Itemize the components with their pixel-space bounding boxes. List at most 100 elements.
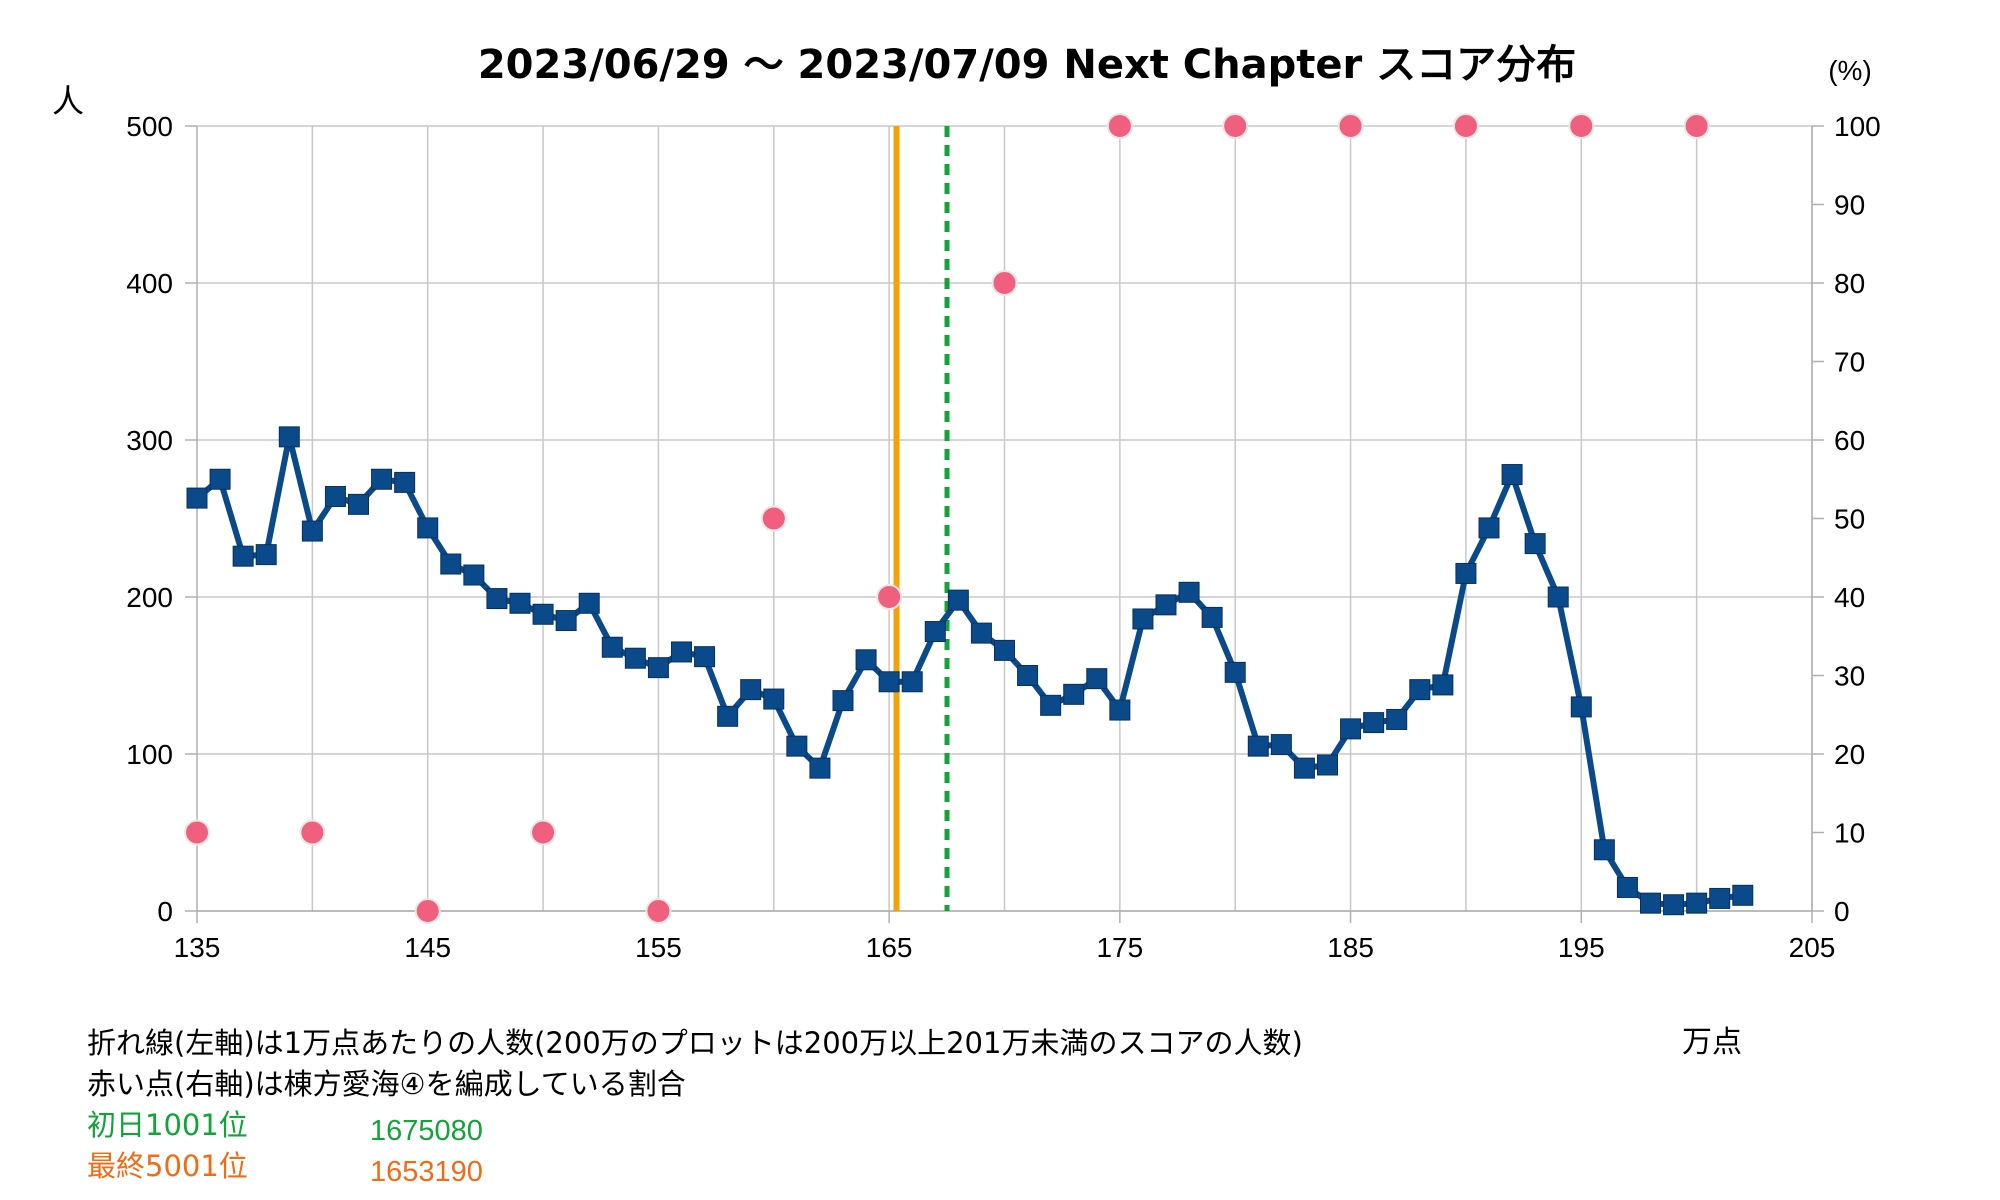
people-count-point bbox=[278, 426, 300, 448]
people-count-point bbox=[394, 471, 416, 493]
ratio-point bbox=[991, 270, 1018, 296]
ratio-series bbox=[184, 113, 1710, 924]
people-count-point bbox=[994, 639, 1015, 661]
people-count-point bbox=[947, 589, 969, 611]
people-count-point bbox=[1317, 754, 1338, 776]
ratio-point bbox=[760, 505, 787, 532]
people-count-point bbox=[1340, 718, 1362, 740]
people-count-point bbox=[970, 622, 992, 644]
people-count-point bbox=[1155, 594, 1177, 616]
people-count-point bbox=[1063, 683, 1085, 705]
right-axis-label: (%) bbox=[1828, 55, 1872, 86]
people-count-point bbox=[878, 671, 900, 693]
people-count-point bbox=[1201, 606, 1223, 628]
right-tick-label: 100 bbox=[1834, 111, 1881, 142]
people-count-point bbox=[440, 553, 462, 575]
people-count-point bbox=[1570, 696, 1592, 718]
ratio-point bbox=[645, 898, 672, 924]
final-value: 1653190 bbox=[370, 1156, 483, 1188]
people-count-point bbox=[1247, 735, 1269, 757]
x-tick-label: 165 bbox=[866, 932, 913, 963]
left-tick-label: 500 bbox=[126, 111, 173, 142]
people-count-point bbox=[694, 646, 716, 668]
people-count-point bbox=[855, 649, 877, 671]
people-count-point bbox=[832, 690, 854, 712]
people-count-point bbox=[532, 603, 554, 625]
x-tick-label: 135 bbox=[174, 932, 221, 963]
ratio-point bbox=[184, 819, 210, 846]
people-count-point bbox=[1501, 464, 1523, 486]
people-count-line bbox=[195, 433, 1744, 908]
people-count-point bbox=[1732, 884, 1754, 906]
people-count-point bbox=[1478, 517, 1500, 539]
x-tick-label: 145 bbox=[404, 932, 451, 963]
people-count-point bbox=[371, 468, 393, 490]
people-count-point bbox=[717, 705, 739, 727]
people-count-point bbox=[1547, 586, 1569, 608]
note-line2: 赤い点(右軸)は棟方愛海④を編成している割合 bbox=[87, 1067, 686, 1101]
people-count-point bbox=[1040, 694, 1062, 716]
right-tick-label: 40 bbox=[1834, 582, 1865, 613]
right-tick-label: 90 bbox=[1834, 190, 1865, 221]
people-count-series bbox=[186, 426, 1754, 916]
people-count-point bbox=[1386, 708, 1408, 730]
people-count-point bbox=[463, 564, 485, 586]
people-count-point bbox=[1363, 712, 1385, 734]
people-count-point bbox=[901, 671, 923, 693]
people-count-point bbox=[1593, 839, 1615, 861]
left-tick-label: 400 bbox=[126, 268, 173, 299]
people-count-point bbox=[509, 592, 531, 614]
people-count-point bbox=[1086, 668, 1108, 690]
left-tick-label: 100 bbox=[126, 739, 173, 770]
people-count-point bbox=[232, 545, 254, 567]
people-count-point bbox=[1270, 734, 1292, 756]
people-count-point bbox=[1663, 894, 1685, 916]
people-count-point bbox=[601, 636, 623, 658]
ratio-point bbox=[1337, 113, 1364, 139]
right-tick-label: 70 bbox=[1834, 347, 1865, 378]
x-tick-label: 185 bbox=[1327, 932, 1374, 963]
ratio-point bbox=[1452, 113, 1479, 139]
people-count-point bbox=[924, 621, 946, 643]
final-label: 最終5001位 bbox=[87, 1149, 248, 1183]
people-count-point bbox=[740, 679, 762, 701]
people-count-point bbox=[1017, 665, 1039, 686]
people-count-point bbox=[647, 657, 669, 679]
ratio-point bbox=[1222, 113, 1249, 139]
left-tick-label: 300 bbox=[126, 425, 173, 456]
ratio-point bbox=[1683, 113, 1710, 139]
people-count-point bbox=[1178, 581, 1200, 603]
people-count-point bbox=[301, 520, 323, 542]
right-tick-label: 10 bbox=[1834, 818, 1865, 849]
people-count-point bbox=[1455, 562, 1477, 584]
right-tick-label: 0 bbox=[1834, 896, 1850, 927]
ratio-point bbox=[876, 584, 903, 610]
ratio-point bbox=[530, 819, 557, 846]
grid bbox=[197, 125, 1813, 912]
people-count-point bbox=[417, 517, 439, 539]
first-day-value: 1675080 bbox=[370, 1115, 483, 1147]
people-count-point bbox=[809, 757, 831, 779]
people-count-point bbox=[1524, 533, 1546, 555]
people-count-point bbox=[1224, 661, 1246, 683]
people-count-point bbox=[486, 588, 508, 610]
note-line1: 折れ線(左軸)は1万点あたりの人数(200万のプロットは200万以上201万未満… bbox=[87, 1026, 1303, 1060]
x-tick-label: 205 bbox=[1789, 932, 1836, 963]
people-count-point bbox=[1109, 699, 1131, 721]
people-count-point bbox=[786, 735, 808, 757]
x-tick-label: 155 bbox=[635, 932, 682, 963]
people-count-point bbox=[671, 641, 692, 663]
x-axis-unit-label: 万点 bbox=[1682, 1025, 1742, 1060]
right-tick-label: 60 bbox=[1834, 425, 1865, 456]
people-count-point bbox=[1409, 679, 1431, 701]
ratio-point bbox=[299, 819, 326, 846]
people-count-point bbox=[624, 647, 646, 669]
people-count-point bbox=[1686, 892, 1708, 914]
chart-title: 2023/06/29 〜 2023/07/09 Next Chapter スコア… bbox=[478, 42, 1576, 88]
people-count-point bbox=[324, 486, 346, 508]
left-axis-label: 人 bbox=[52, 82, 84, 120]
people-count-point bbox=[348, 493, 369, 515]
people-count-point bbox=[209, 468, 231, 490]
right-tick-label: 20 bbox=[1834, 739, 1865, 770]
